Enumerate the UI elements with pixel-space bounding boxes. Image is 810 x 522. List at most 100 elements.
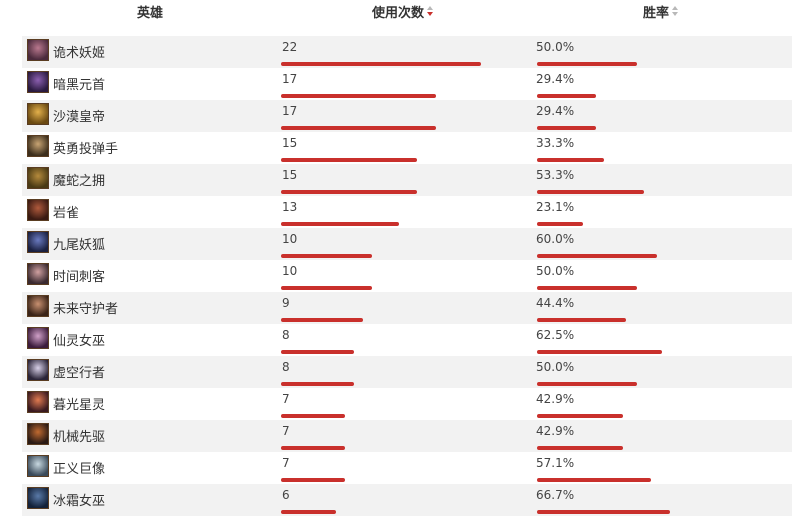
usage-count: 7 [282,392,290,406]
table-row: 九尾妖狐 10 60.0% [22,228,792,260]
winrate-value: 44.4% [536,296,575,310]
table-row: 诡术妖姬 22 50.0% [22,36,792,68]
winrate-bar [537,222,583,226]
hero-name[interactable]: 暮光星灵 [53,398,106,413]
table-row: 仙灵女巫 8 62.5% [22,324,792,356]
table-row: 正义巨像 7 57.1% [22,452,792,484]
column-header-winrate-label: 胜率 [643,6,670,21]
table-row: 岩雀 13 23.1% [22,196,792,228]
winrate-value: 50.0% [536,360,575,374]
column-header-winrate[interactable]: 胜率 [643,2,680,21]
winrate-bar [537,254,657,258]
table-row: 英勇投弹手 15 33.3% [22,132,792,164]
winrate-bar [537,510,670,514]
winrate-value: 50.0% [536,264,575,278]
column-header-hero: 英雄 [137,6,164,21]
winrate-value: 29.4% [536,72,575,86]
usage-count: 9 [282,296,290,310]
usage-count: 7 [282,456,290,470]
column-header-usage[interactable]: 使用次数 [372,2,435,21]
winrate-value: 60.0% [536,232,575,246]
hero-name[interactable]: 冰霜女巫 [53,494,106,509]
usage-bar [281,478,345,482]
ekko-portrait-icon[interactable] [27,263,49,285]
table-row: 时间刺客 10 50.0% [22,260,792,292]
winrate-bar [537,414,623,418]
winrate-value: 62.5% [536,328,575,342]
hero-name[interactable]: 沙漠皇帝 [53,110,106,125]
hero-name[interactable]: 时间刺客 [53,270,106,285]
table-row: 暗黑元首 17 29.4% [22,68,792,100]
corki-portrait-icon[interactable] [27,135,49,157]
hero-name[interactable]: 暗黑元首 [53,78,106,93]
hero-name[interactable]: 仙灵女巫 [53,334,106,349]
usage-bar [281,158,417,162]
winrate-bar [537,190,644,194]
table-row: 机械先驱 7 42.9% [22,420,792,452]
hero-name[interactable]: 诡术妖姬 [53,46,106,61]
winrate-value: 33.3% [536,136,575,150]
usage-count: 15 [282,168,298,182]
lulu-portrait-icon[interactable] [27,327,49,349]
hero-name[interactable]: 未来守护者 [53,302,119,317]
table-row: 未来守护者 9 44.4% [22,292,792,324]
usage-bar [281,446,345,450]
lissandra-portrait-icon[interactable] [27,487,49,509]
winrate-bar [537,94,596,98]
winrate-value: 23.1% [536,200,575,214]
usage-count: 10 [282,264,298,278]
winrate-bar [537,318,626,322]
viktor-portrait-icon[interactable] [27,423,49,445]
usage-count: 10 [282,232,298,246]
hero-name[interactable]: 魔蛇之拥 [53,174,106,189]
usage-count: 17 [282,72,298,86]
sort-icon[interactable] [672,6,680,18]
table-row: 冰霜女巫 6 66.7% [22,484,792,516]
winrate-value: 50.0% [536,40,575,54]
usage-count: 17 [282,104,298,118]
sort-desc-icon[interactable] [427,6,435,18]
usage-count: 8 [282,328,290,342]
hero-name[interactable]: 岩雀 [53,206,80,221]
usage-bar [281,254,372,258]
hero-name[interactable]: 九尾妖狐 [53,238,106,253]
table-row: 魔蛇之拥 15 53.3% [22,164,792,196]
winrate-bar [537,62,637,66]
zoe-portrait-icon[interactable] [27,391,49,413]
winrate-value: 66.7% [536,488,575,502]
usage-count: 15 [282,136,298,150]
taliyah-portrait-icon[interactable] [27,199,49,221]
jayce-portrait-icon[interactable] [27,295,49,317]
hero-name[interactable]: 正义巨像 [53,462,106,477]
ahri-portrait-icon[interactable] [27,231,49,253]
usage-count: 8 [282,360,290,374]
winrate-bar [537,158,604,162]
usage-bar [281,190,417,194]
usage-bar [281,350,354,354]
hero-name[interactable]: 虚空行者 [53,366,106,381]
column-header-usage-label: 使用次数 [372,6,425,21]
syndra-portrait-icon[interactable] [27,71,49,93]
winrate-value: 29.4% [536,104,575,118]
winrate-value: 53.3% [536,168,575,182]
usage-bar [281,286,372,290]
hero-name[interactable]: 英勇投弹手 [53,142,119,157]
kassadin-portrait-icon[interactable] [27,359,49,381]
usage-count: 13 [282,200,298,214]
winrate-value: 57.1% [536,456,575,470]
azir-portrait-icon[interactable] [27,103,49,125]
winrate-value: 42.9% [536,392,575,406]
galio-portrait-icon[interactable] [27,455,49,477]
usage-bar [281,414,345,418]
winrate-bar [537,350,662,354]
leblanc-portrait-icon[interactable] [27,39,49,61]
usage-count: 7 [282,424,290,438]
usage-bar [281,318,363,322]
hero-name[interactable]: 机械先驱 [53,430,106,445]
table-row: 沙漠皇帝 17 29.4% [22,100,792,132]
cassiopeia-portrait-icon[interactable] [27,167,49,189]
table-header: 英雄 使用次数 胜率 [0,0,810,22]
winrate-bar [537,286,637,290]
usage-bar [281,126,436,130]
usage-bar [281,62,481,66]
